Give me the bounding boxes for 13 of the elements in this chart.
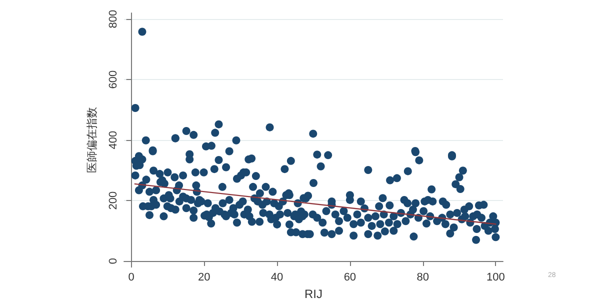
x-tick-label: 40 (270, 272, 284, 284)
x-tick-label: 20 (198, 272, 210, 284)
y-tick-label: 200 (108, 191, 120, 210)
x-tick-label: 0 (128, 272, 134, 284)
y-tick-label: 800 (108, 10, 120, 28)
x-tick-label: 80 (416, 272, 429, 284)
x-axis-title: RIJ (304, 287, 322, 301)
y-tick-label: 400 (108, 130, 120, 150)
x-tick-label: 60 (344, 272, 356, 284)
y-tick-label: 600 (108, 70, 120, 89)
x-tick-label: 100 (486, 272, 505, 284)
y-axis-title: 医師偏在指数 (86, 107, 98, 174)
y-tick-label: 0 (108, 258, 120, 264)
